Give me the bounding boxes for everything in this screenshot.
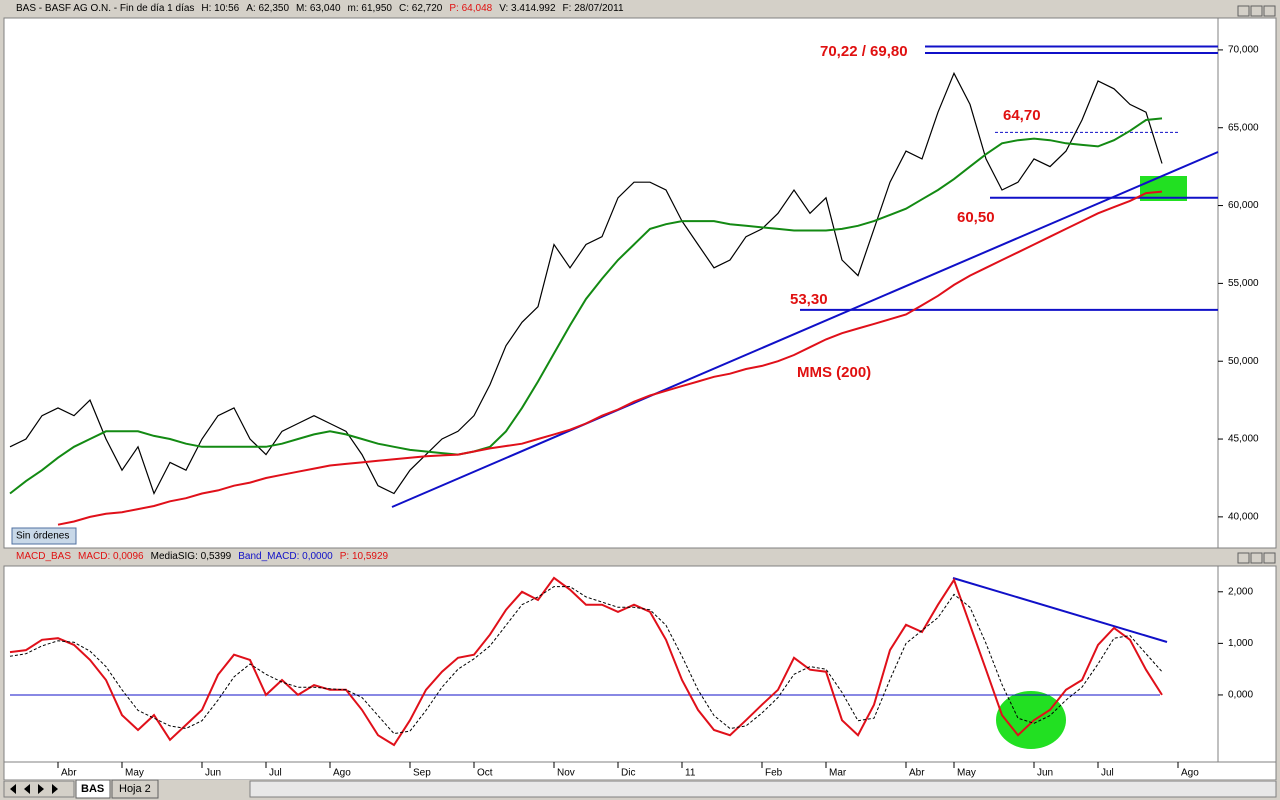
y-tick-label: 55,000 — [1228, 278, 1259, 289]
y-tick-label: 40,000 — [1228, 512, 1259, 523]
x-tick-label: Feb — [765, 768, 783, 779]
x-tick-label: Dic — [621, 768, 635, 779]
header-item: Band_MACD: 0,0000 — [238, 551, 333, 562]
y-tick-label: 60,000 — [1228, 200, 1259, 211]
x-tick-label: 11 — [685, 768, 696, 779]
header-item: A: 62,350 — [246, 3, 290, 14]
header-item: P: 64,048 — [449, 3, 493, 14]
x-tick-label: May — [957, 768, 976, 779]
y-tick-label: 50,000 — [1228, 356, 1259, 367]
y-tick-label: 45,000 — [1228, 434, 1259, 445]
trend-line — [391, 151, 1219, 508]
x-tick-label: Nov — [557, 768, 575, 779]
header-item: C: 62,720 — [399, 3, 443, 14]
tab[interactable] — [75, 779, 111, 799]
series-label: MMS (200) — [797, 364, 871, 381]
macd-header: MACD_BAS MACD: 0,0096 MediaSIG: 0,5399 Band… — [16, 551, 395, 562]
level-label: 53,30 — [790, 291, 828, 308]
x-tick-label: Jul — [269, 768, 282, 779]
series-line — [9, 117, 1163, 495]
x-tick-label: Ago — [1181, 768, 1199, 779]
x-tick-label: Ago — [333, 768, 351, 779]
x-tick-label: Mar — [829, 768, 847, 779]
tab-label[interactable]: Hoja 2 — [119, 783, 151, 795]
macd-trend-line — [952, 577, 1168, 643]
price-header: BAS - BASF AG O.N. - Fin de día 1 días H:… — [16, 3, 631, 14]
price-panel — [3, 17, 1219, 549]
level-label: 64,70 — [1003, 107, 1041, 124]
header-item: BAS - BASF AG O.N. - Fin de día 1 días — [16, 3, 195, 14]
level-label: 60,50 — [957, 209, 995, 226]
tab[interactable] — [111, 779, 159, 799]
header-item: P: 10,5929 — [339, 551, 389, 562]
x-tick-label: Sep — [413, 768, 431, 779]
macd-axis-panel — [1217, 565, 1277, 763]
x-tick-label: Abr — [61, 768, 77, 779]
header-item: MediaSIG: 0,5399 — [150, 551, 232, 562]
series-line — [9, 576, 1163, 747]
status: Sin órdenes — [16, 531, 69, 542]
highlight-ellipse — [996, 691, 1066, 749]
series-line — [57, 190, 1163, 526]
marks: Abr May Jun Jul Ago Sep Oct Nov Dic 11 Feb Mar Abr Ma… — [9, 43, 1259, 779]
x-tick-label: Jun — [205, 768, 221, 779]
header-item: MACD_BAS — [16, 551, 72, 562]
window-buttons[interactable] — [1237, 5, 1276, 564]
header-item: M: 63,040 — [296, 3, 341, 14]
y-tick-label: 70,000 — [1228, 45, 1259, 56]
y-tick-label: 0,000 — [1228, 690, 1253, 701]
header-item: m: 61,950 — [347, 3, 392, 14]
series-line — [9, 586, 1163, 735]
x-axis-panel — [3, 761, 1277, 781]
y-tick-label: 65,000 — [1228, 122, 1259, 133]
y-tick-label: 2,000 — [1228, 586, 1253, 597]
price-axis-panel — [1217, 17, 1277, 549]
status-box — [11, 527, 77, 545]
x-tick-label: May — [125, 768, 144, 779]
header-item: MACD: 0,0096 — [78, 551, 144, 562]
x-tick-label: Jul — [1101, 768, 1114, 779]
x-tick-label: Abr — [909, 768, 925, 779]
x-tick-label: Oct — [477, 768, 493, 779]
scrollbar[interactable] — [249, 780, 1277, 798]
header-item: F: 28/07/2011 — [562, 3, 624, 14]
tab-label[interactable]: BAS — [81, 783, 104, 795]
level-label: 70,22 / 69,80 — [820, 43, 908, 60]
y-tick-label: 1,000 — [1228, 638, 1253, 649]
header-item: H: 10:56 — [201, 3, 240, 14]
header-item: V: 3.414.992 — [499, 3, 556, 14]
series-line — [9, 71, 1163, 496]
bottom-bar: BAS Hoja 2 — [0, 779, 1280, 800]
x-tick-label: Jun — [1037, 768, 1053, 779]
